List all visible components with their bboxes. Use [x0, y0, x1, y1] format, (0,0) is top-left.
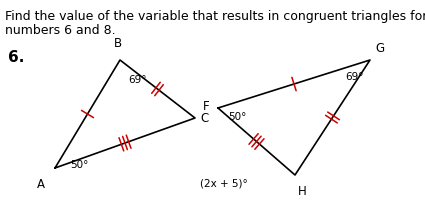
Text: 6.: 6.: [8, 50, 24, 65]
Text: G: G: [375, 42, 384, 55]
Text: 50°: 50°: [228, 112, 246, 122]
Text: numbers 6 and 8.: numbers 6 and 8.: [5, 24, 116, 37]
Text: F: F: [204, 100, 210, 113]
Text: A: A: [37, 178, 45, 191]
Text: 50°: 50°: [70, 160, 88, 170]
Text: (2x + 5)°: (2x + 5)°: [200, 178, 248, 188]
Text: 69°: 69°: [128, 75, 147, 85]
Text: 69°: 69°: [345, 72, 363, 82]
Text: Find the value of the variable that results in congruent triangles for: Find the value of the variable that resu…: [5, 10, 425, 23]
Text: B: B: [114, 37, 122, 50]
Text: C: C: [200, 111, 208, 125]
Text: H: H: [298, 185, 307, 198]
